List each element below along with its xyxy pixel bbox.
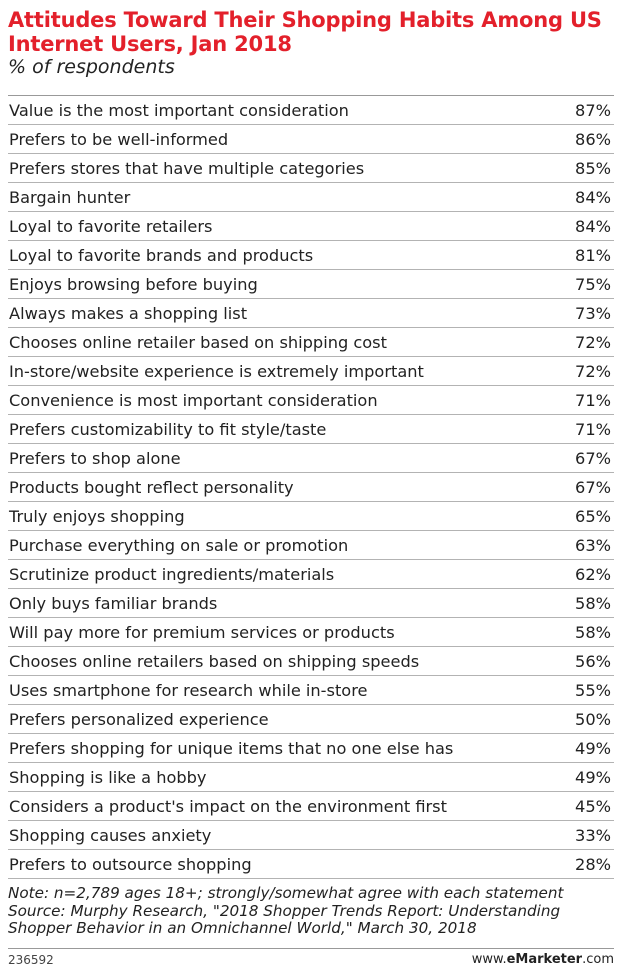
table-row: Prefers to outsource shopping 28% — [8, 850, 614, 879]
row-value: 71% — [575, 390, 611, 410]
row-value: 58% — [575, 593, 611, 613]
row-value: 58% — [575, 622, 611, 642]
row-label: Prefers customizability to fit style/tas… — [9, 419, 327, 439]
row-label: Shopping is like a hobby — [9, 767, 207, 787]
chart-footer: 236592 www.eMarketer.com — [8, 948, 614, 970]
row-label: Products bought reflect personality — [9, 477, 294, 497]
table-row: Chooses online retailers based on shippi… — [8, 647, 614, 676]
row-label: Prefers to shop alone — [9, 448, 181, 468]
row-value: 62% — [575, 564, 611, 584]
table-row: Convenience is most important considerat… — [8, 386, 614, 415]
row-label: Scrutinize product ingredients/materials — [9, 564, 335, 584]
table-row: Enjoys browsing before buying 75% — [8, 270, 614, 299]
row-value: 55% — [575, 680, 611, 700]
row-value: 75% — [575, 274, 611, 294]
row-value: 67% — [575, 477, 611, 497]
row-label: Truly enjoys shopping — [9, 506, 185, 526]
row-label: Always makes a shopping list — [9, 303, 248, 323]
table-row: Value is the most important consideratio… — [8, 96, 614, 125]
row-label: Value is the most important consideratio… — [9, 100, 349, 120]
table-row: Products bought reflect personality 67% — [8, 473, 614, 502]
row-label: Chooses online retailer based on shippin… — [9, 332, 387, 352]
row-value: 63% — [575, 535, 611, 555]
table-row: Prefers customizability to fit style/tas… — [8, 415, 614, 444]
row-label: Prefers to be well-informed — [9, 129, 229, 149]
row-label: Convenience is most important considerat… — [9, 390, 378, 410]
table-row: In-store/website experience is extremely… — [8, 357, 614, 386]
row-value: 28% — [575, 854, 611, 874]
table-row: Bargain hunter 84% — [8, 183, 614, 212]
row-label: Prefers to outsource shopping — [9, 854, 252, 874]
chart-subtitle: % of respondents — [8, 56, 175, 78]
row-value: 72% — [575, 332, 611, 352]
table-row: Prefers personalized experience 50% — [8, 705, 614, 734]
row-label: Purchase everything on sale or promotion — [9, 535, 349, 555]
table-row: Loyal to favorite brands and products 81% — [8, 241, 614, 270]
row-label: Uses smartphone for research while in-st… — [9, 680, 368, 700]
row-value: 73% — [575, 303, 611, 323]
row-label: Only buys familiar brands — [9, 593, 218, 613]
table-row: Will pay more for premium services or pr… — [8, 618, 614, 647]
row-label: Prefers stores that have multiple catego… — [9, 158, 365, 178]
table-row: Chooses online retailer based on shippin… — [8, 328, 614, 357]
row-label: Prefers personalized experience — [9, 709, 269, 729]
table-row: Prefers stores that have multiple catego… — [8, 154, 614, 183]
row-value: 67% — [575, 448, 611, 468]
table-row: Only buys familiar brands 58% — [8, 589, 614, 618]
table-row: Truly enjoys shopping 65% — [8, 502, 614, 531]
row-label: Will pay more for premium services or pr… — [9, 622, 395, 642]
table-row: Considers a product's impact on the envi… — [8, 792, 614, 821]
row-value: 45% — [575, 796, 611, 816]
row-label: Enjoys browsing before buying — [9, 274, 258, 294]
row-value: 86% — [575, 129, 611, 149]
row-value: 85% — [575, 158, 611, 178]
table-row: Shopping is like a hobby 49% — [8, 763, 614, 792]
row-label: Loyal to favorite retailers — [9, 216, 213, 236]
row-label: Loyal to favorite brands and products — [9, 245, 314, 265]
row-value: 84% — [575, 216, 611, 236]
row-value: 81% — [575, 245, 611, 265]
row-value: 56% — [575, 651, 611, 671]
row-value: 84% — [575, 187, 611, 207]
table-row: Prefers to be well-informed 86% — [8, 125, 614, 154]
row-value: 49% — [575, 767, 611, 787]
note-line: Note: n=2,789 ages 18+; strongly/somewha… — [8, 884, 564, 902]
source-line: Source: Murphy Research, "2018 Shopper T… — [8, 901, 561, 920]
row-value: 65% — [575, 506, 611, 526]
table-row: Shopping causes anxiety 33% — [8, 821, 614, 850]
row-label: Bargain hunter — [9, 187, 131, 207]
table-row: Purchase everything on sale or promotion… — [8, 531, 614, 560]
row-label: In-store/website experience is extremely… — [9, 361, 424, 381]
brand-suffix: .com — [582, 952, 614, 967]
row-value: 72% — [575, 361, 611, 381]
data-table: Value is the most important consideratio… — [8, 95, 614, 879]
row-value: 87% — [575, 100, 611, 120]
table-row: Uses smartphone for research while in-st… — [8, 676, 614, 705]
table-row: Prefers to shop alone 67% — [8, 444, 614, 473]
source-line: Shopper Behavior in an Omnichannel World… — [8, 919, 477, 937]
table-row: Loyal to favorite retailers 84% — [8, 212, 614, 241]
row-label: Chooses online retailers based on shippi… — [9, 651, 420, 671]
brand-prefix: www. — [471, 952, 507, 967]
row-label: Shopping causes anxiety — [9, 825, 212, 845]
table-row: Prefers shopping for unique items that n… — [8, 734, 614, 763]
chart-container: Attitudes Toward Their Shopping Habits A… — [8, 8, 614, 969]
row-label: Prefers shopping for unique items that n… — [9, 738, 454, 758]
row-value: 71% — [575, 419, 611, 439]
brand-logo[interactable]: www.eMarketer.com — [472, 952, 614, 967]
row-value: 49% — [575, 738, 611, 758]
chart-id: 236592 — [8, 952, 54, 967]
row-value: 50% — [575, 709, 611, 729]
brand-name: eMarketer — [506, 952, 583, 967]
chart-note: Note: n=2,789 ages 18+; strongly/somewha… — [8, 884, 614, 938]
table-row: Always makes a shopping list 73% — [8, 299, 614, 328]
table-row: Scrutinize product ingredients/materials… — [8, 560, 614, 589]
row-value: 33% — [575, 825, 611, 845]
chart-title: Attitudes Toward Their Shopping Habits A… — [8, 8, 602, 56]
row-label: Considers a product's impact on the envi… — [9, 796, 447, 816]
